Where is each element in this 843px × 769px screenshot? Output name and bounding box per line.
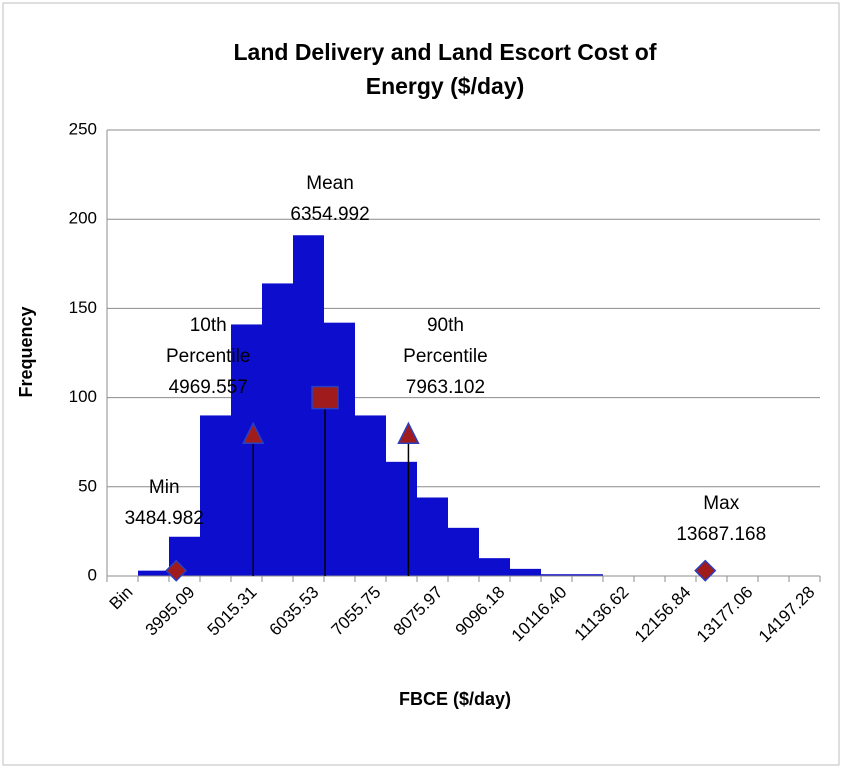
bar [200,415,231,576]
y-tick-label: 0 [88,565,97,584]
bar [448,527,479,576]
marker [165,559,188,582]
bar [138,570,169,576]
bar [510,568,541,576]
marker-label: Mean [306,173,354,194]
marker-value-label: 3484.982 [125,508,204,529]
x-axis-label: FBCE ($/day) [399,689,511,709]
marker-label: Min [149,477,180,498]
marker-value-label: 6354.992 [290,204,369,225]
bar [262,283,293,576]
y-tick-label: 50 [78,476,97,495]
y-tick-label: 100 [69,387,97,406]
bar [479,558,510,576]
marker-label: Percentile [403,346,488,367]
marker-value-label: 13687.168 [676,524,766,545]
bar [417,497,448,576]
bar [541,574,572,576]
marker-label: Max [703,493,739,514]
marker [241,421,265,445]
bar [231,324,262,576]
marker-label: Percentile [166,346,251,367]
y-axis-label: Frequency [16,306,36,397]
marker [694,559,717,582]
bar [572,574,603,576]
y-tick-label: 150 [69,298,97,317]
marker [397,421,420,445]
marker-value-label: 4969.557 [169,377,248,398]
bar [386,461,417,576]
marker [311,385,339,410]
chart-title: Energy ($/day) [366,73,525,99]
y-tick-label: 200 [69,209,97,228]
y-tick-label: 250 [69,119,97,138]
bar [324,322,355,576]
chart-title: Land Delivery and Land Escort Cost of [233,39,656,65]
marker-label: 10th [190,315,227,336]
bar [355,415,386,576]
marker-label: 90th [427,315,464,336]
marker-value-label: 7963.102 [406,377,485,398]
